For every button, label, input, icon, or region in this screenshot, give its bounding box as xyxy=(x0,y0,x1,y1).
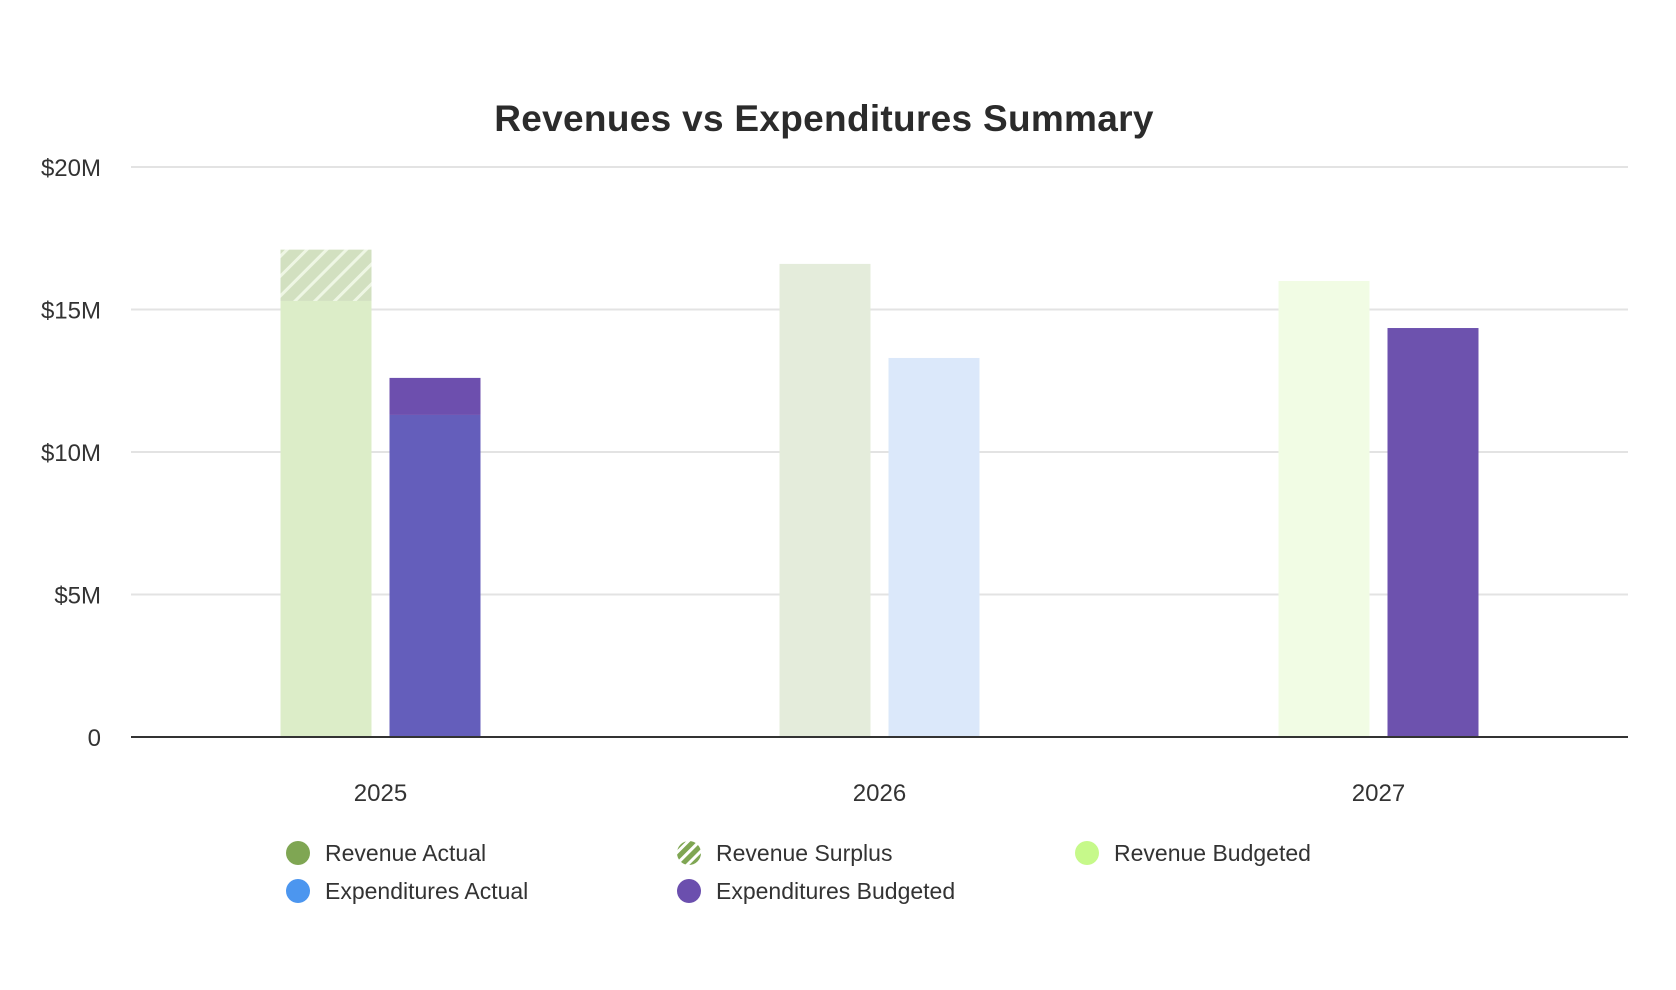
legend-label: Expenditures Actual xyxy=(325,878,528,904)
bar-revenue-2026[interactable] xyxy=(779,263,871,737)
legend-item-expenditures-budgeted[interactable]: Expenditures Budgeted xyxy=(677,878,955,904)
chart-title: Revenues vs Expenditures Summary xyxy=(494,98,1154,139)
legend-label: Expenditures Budgeted xyxy=(716,878,955,904)
bar-segment-expenditures-actual[interactable] xyxy=(888,357,980,737)
bar-expenditures-2025[interactable] xyxy=(389,377,481,737)
y-tick-label: $5M xyxy=(54,583,101,610)
legend-marker-icon xyxy=(1075,841,1099,865)
x-tick-label: 2025 xyxy=(354,780,407,807)
bar-expenditures-2027[interactable] xyxy=(1387,328,1479,737)
bars xyxy=(280,249,1479,737)
legend-marker-icon xyxy=(286,879,310,903)
bar-expenditures-2026[interactable] xyxy=(888,357,980,737)
legend-item-revenue-budgeted[interactable]: Revenue Budgeted xyxy=(1075,840,1311,866)
bar-segment-revenue-surplus[interactable] xyxy=(280,249,372,301)
legend-label: Revenue Actual xyxy=(325,840,486,866)
bar-revenue-2025[interactable] xyxy=(280,249,372,737)
x-tick-label: 2026 xyxy=(853,780,906,807)
legend-label: Revenue Budgeted xyxy=(1114,840,1311,866)
bar-segment-expenditures-actual[interactable] xyxy=(389,414,481,737)
y-axis-ticks: 0 $5M $10M $15M $20M xyxy=(41,155,101,752)
legend-item-revenue-actual[interactable]: Revenue Actual xyxy=(286,840,486,866)
y-tick-label: $20M xyxy=(41,155,101,182)
bar-segment-revenue-budgeted[interactable] xyxy=(779,263,871,737)
bar-segment-revenue-actual[interactable] xyxy=(280,300,372,737)
legend-marker-icon xyxy=(286,841,310,865)
x-axis-ticks: 2025 2026 2027 xyxy=(354,780,1405,807)
x-tick-label: 2027 xyxy=(1352,780,1405,807)
bar-segment-revenue-budgeted[interactable] xyxy=(1278,281,1370,737)
legend-item-revenue-surplus[interactable]: Revenue Surplus xyxy=(677,840,892,866)
legend-item-expenditures-actual[interactable]: Expenditures Actual xyxy=(286,878,528,904)
y-tick-label: $15M xyxy=(41,298,101,325)
legend-marker-icon xyxy=(677,841,701,865)
bar-segment-expenditures-budgeted[interactable] xyxy=(1387,328,1479,737)
bar-segment-expenditures-budgeted[interactable] xyxy=(389,377,481,415)
grid-lines xyxy=(131,166,1628,596)
y-tick-label: 0 xyxy=(88,725,101,752)
y-tick-label: $10M xyxy=(41,440,101,467)
bar-revenue-2027[interactable] xyxy=(1278,281,1370,737)
legend-marker-icon xyxy=(677,879,701,903)
legend-label: Revenue Surplus xyxy=(716,840,892,866)
legend: Revenue Actual Revenue Surplus Revenue Bud… xyxy=(286,840,1311,904)
